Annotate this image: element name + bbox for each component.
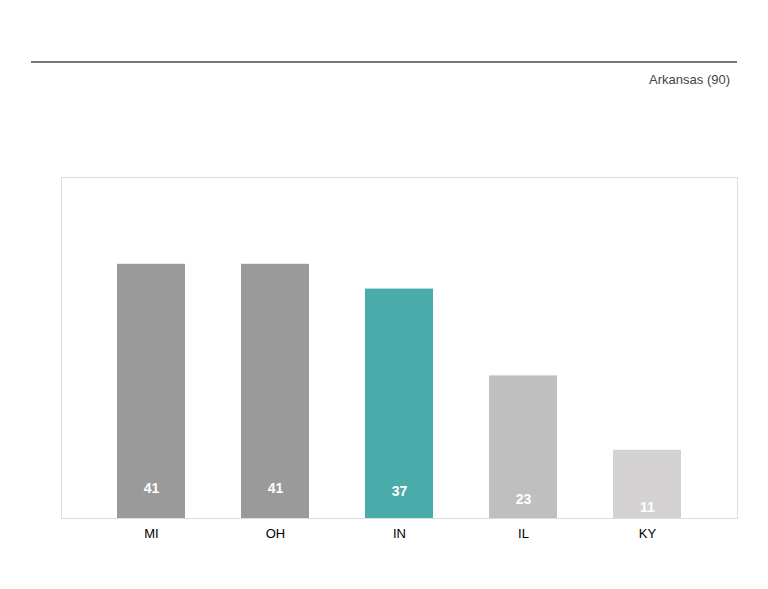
svg-text:41: 41 — [268, 480, 284, 496]
svg-text:OH: OH — [266, 526, 286, 541]
svg-text:IL: IL — [518, 526, 529, 541]
svg-text:37: 37 — [392, 483, 408, 499]
svg-text:23: 23 — [516, 491, 532, 507]
html-text:Arkansas (90): Arkansas (90) — [649, 72, 730, 87]
svg-text:41: 41 — [144, 480, 160, 496]
svg-text:MI: MI — [144, 526, 158, 541]
svg-text:11: 11 — [640, 499, 655, 515]
svg-text:KY: KY — [639, 526, 657, 541]
svg-text:IN: IN — [393, 526, 406, 541]
